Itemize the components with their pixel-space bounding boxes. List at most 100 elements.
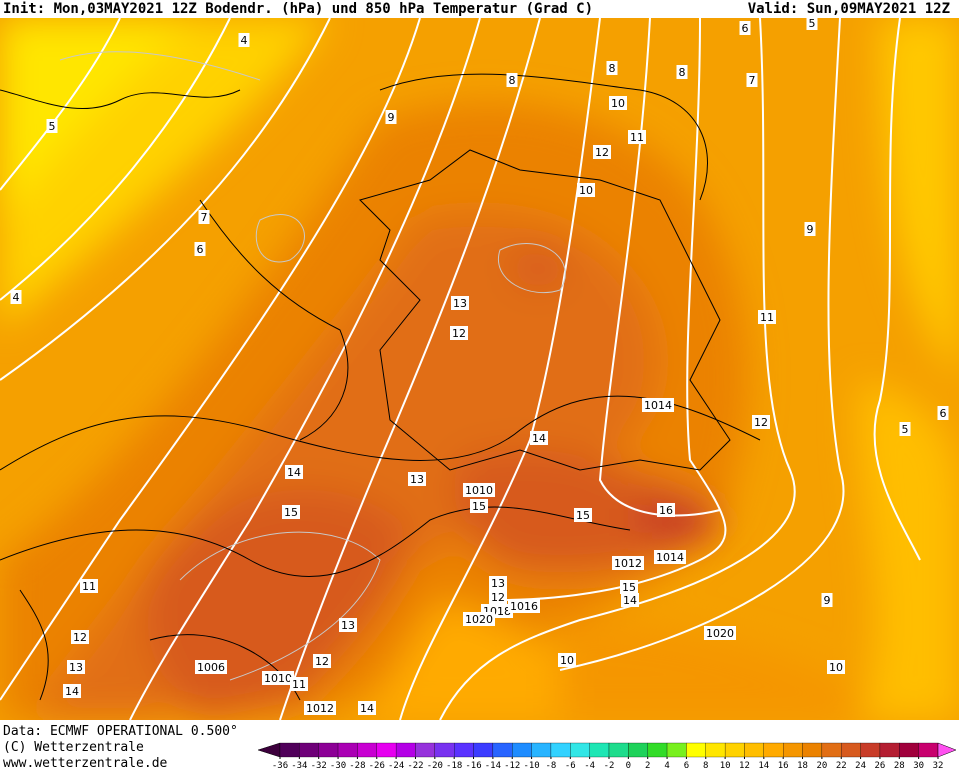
contour-label-box: [558, 653, 576, 667]
contour-label-text: 5: [809, 17, 816, 30]
contour-label: 1010: [262, 671, 294, 685]
contour-label-box: [612, 556, 644, 570]
contour-label: 6: [194, 242, 206, 256]
contour-label-box: [676, 65, 688, 79]
colorbar-swatch: [454, 742, 474, 758]
colorbar-tick-label: 0: [626, 761, 631, 770]
colorbar-swatch: [608, 742, 629, 758]
contour-label-text: 11: [760, 311, 774, 324]
colorbar-tick-label: 14: [758, 761, 769, 770]
contour-label-box: [508, 599, 540, 613]
header-right: Valid: Sun,09MAY2021 12Z: [748, 1, 950, 17]
contour-label-box: [654, 550, 686, 564]
contour-label-box: [63, 684, 81, 698]
contour-label-box: [71, 630, 89, 644]
contour-label-box: [577, 183, 595, 197]
contour-label: 4: [238, 33, 250, 47]
colorbar-tick-label: -16: [465, 761, 481, 770]
colorbar-swatch: [899, 742, 919, 758]
contour-label-text: 11: [292, 678, 306, 691]
colorbar-swatch: [415, 742, 435, 758]
colorbar-swatch: [918, 742, 939, 758]
colorbar-tick-label: -24: [388, 761, 404, 770]
contour-label-text: 10: [611, 97, 625, 110]
contour-label: 15: [620, 580, 638, 594]
colorbar-tick-label: 6: [684, 761, 689, 770]
contour-label: 16: [657, 503, 675, 517]
contour-label-box: [899, 422, 911, 436]
colorbar-tick-label: -22: [407, 761, 423, 770]
colorbar-swatch: [299, 742, 319, 758]
colorbar-tick-label: -26: [369, 761, 385, 770]
contour-label-box: [10, 290, 22, 304]
contour-label-box: [463, 612, 495, 626]
contour-label-box: [739, 21, 751, 35]
contour-label: 1014: [654, 550, 686, 564]
contour-label-text: 1020: [465, 613, 493, 626]
contour-label-text: 13: [491, 577, 505, 590]
colorbar-tick-label: -18: [446, 761, 462, 770]
contour-label-text: 1012: [306, 702, 334, 715]
colorbar-tick-label: -14: [485, 761, 501, 770]
contour-label-text: 8: [679, 66, 686, 79]
contour-label: 6: [739, 21, 751, 35]
contour-label-box: [937, 406, 949, 420]
contour-label-text: 10: [829, 661, 843, 674]
colorbar-tick-label: 28: [894, 761, 905, 770]
contour-label-box: [385, 110, 397, 124]
contour-label-text: 14: [287, 466, 301, 479]
contour-label: 14: [621, 593, 639, 607]
contour-label-text: 5: [49, 120, 56, 133]
contour-label-box: [285, 465, 303, 479]
contour-label-text: 1014: [656, 551, 684, 564]
contour-label-text: 1012: [614, 557, 642, 570]
contour-label-text: 14: [532, 432, 546, 445]
contour-label: 1016: [508, 599, 540, 613]
contour-label-box: [628, 130, 646, 144]
contour-label-text: 4: [241, 34, 248, 47]
contour-label: 15: [470, 499, 488, 513]
isotherms: [0, 18, 921, 720]
contour-label-box: [46, 119, 58, 133]
contour-label: 8: [606, 61, 618, 75]
colorbar-swatch: [550, 742, 571, 758]
contour-label-text: 12: [315, 655, 329, 668]
colorbar-swatch: [492, 742, 513, 758]
colorbar-tick-label: 18: [797, 761, 808, 770]
contour-label-text: 1010: [465, 484, 493, 497]
colorbar-tick-label: 12: [739, 761, 750, 770]
contour-label: 12: [313, 654, 331, 668]
contour-label-text: 15: [576, 509, 590, 522]
colorbar-tick-label: -34: [291, 761, 307, 770]
contour-label-text: 14: [623, 594, 637, 607]
colorbar-swatch: [318, 742, 339, 758]
contour-label-box: [489, 576, 507, 590]
colorbar-swatch: [376, 742, 397, 758]
contour-label-text: 6: [940, 407, 947, 420]
contour-label: 14: [530, 431, 548, 445]
contour-label-text: 1006: [197, 661, 225, 674]
contour-label-text: 12: [595, 146, 609, 159]
contour-label-text: 4: [13, 291, 20, 304]
contour-label-text: 11: [82, 580, 96, 593]
colorbar-swatch: [395, 742, 416, 758]
contour-label-box: [238, 33, 250, 47]
contour-label-box: [80, 579, 98, 593]
contour-label: 11: [628, 130, 646, 144]
contour-label-box: [704, 626, 736, 640]
contour-label: 12: [593, 145, 611, 159]
contour-label-text: 1010: [264, 672, 292, 685]
contour-label-text: 12: [754, 416, 768, 429]
colorbar-swatch: [783, 742, 803, 758]
colorbar-swatch: [879, 742, 900, 758]
contour-label: 12: [71, 630, 89, 644]
contour-label-box: [67, 660, 85, 674]
contour-label-text: 11: [630, 131, 644, 144]
colorbar-swatch: [841, 742, 861, 758]
contour-label-box: [530, 431, 548, 445]
contour-label: 14: [63, 684, 81, 698]
contour-label-box: [806, 16, 818, 30]
contour-label: 10: [558, 653, 576, 667]
contour-label: 8: [676, 65, 688, 79]
